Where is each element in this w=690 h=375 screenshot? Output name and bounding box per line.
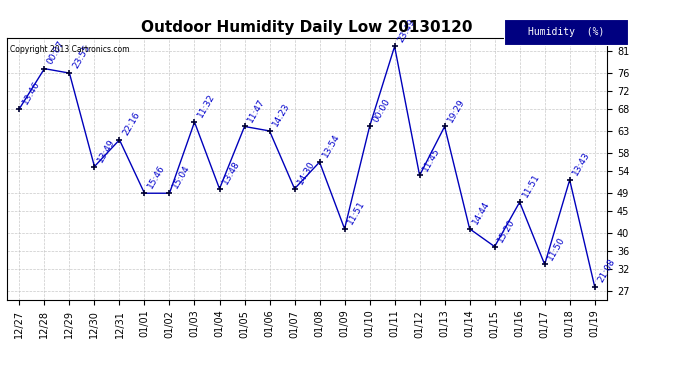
- Text: 14:30: 14:30: [296, 159, 317, 186]
- Text: 13:43: 13:43: [571, 150, 592, 177]
- Text: 13:48: 13:48: [221, 159, 242, 186]
- Text: 15:20: 15:20: [496, 217, 517, 244]
- Text: 23:55: 23:55: [71, 44, 92, 70]
- Text: 14:23: 14:23: [271, 102, 292, 128]
- Text: 15:46: 15:46: [146, 164, 166, 190]
- Title: Outdoor Humidity Daily Low 20130120: Outdoor Humidity Daily Low 20130120: [141, 20, 473, 35]
- Text: 00:00: 00:00: [371, 97, 392, 124]
- Text: 22:16: 22:16: [121, 110, 141, 137]
- Text: 11:45: 11:45: [421, 146, 442, 172]
- Text: 11:51: 11:51: [346, 199, 366, 226]
- Text: 11:32: 11:32: [196, 93, 217, 119]
- Text: 11:50: 11:50: [546, 235, 566, 262]
- Text: 15:04: 15:04: [171, 164, 192, 190]
- Text: Copyright 2013 Cartronics.com: Copyright 2013 Cartronics.com: [10, 45, 130, 54]
- Text: 21:08: 21:08: [596, 257, 617, 284]
- Text: 13:49: 13:49: [96, 137, 117, 164]
- Text: 13:46: 13:46: [21, 79, 41, 106]
- Text: 13:54: 13:54: [321, 132, 342, 159]
- Text: 23:49: 23:49: [396, 17, 417, 44]
- Text: 11:47: 11:47: [246, 97, 266, 124]
- Text: 14:44: 14:44: [471, 200, 491, 226]
- Text: 19:29: 19:29: [446, 97, 466, 124]
- Text: Humidity  (%): Humidity (%): [528, 27, 604, 37]
- Text: 11:51: 11:51: [521, 172, 542, 200]
- Text: 00:07: 00:07: [46, 39, 66, 66]
